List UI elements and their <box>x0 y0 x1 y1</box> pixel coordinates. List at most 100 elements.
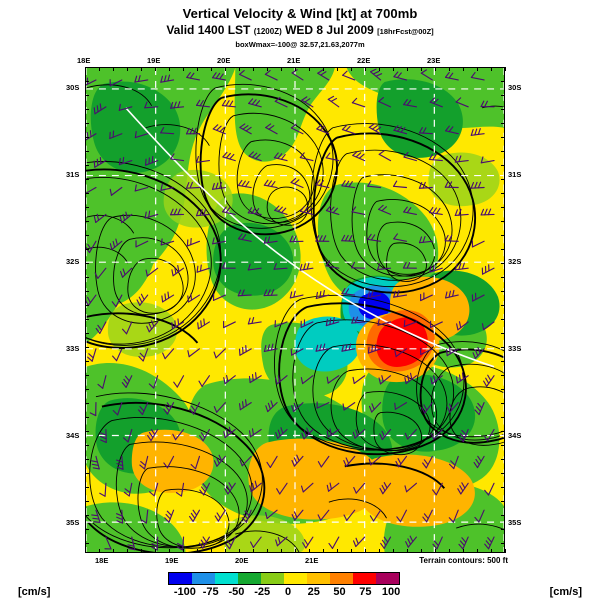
axis-tick-bottom <box>127 549 128 553</box>
axis-label-lat-right-33S: 33S <box>508 344 522 353</box>
wind-barb <box>196 264 210 273</box>
axis-label-lat-left-34S: 34S <box>66 431 80 440</box>
wind-barb <box>99 428 107 444</box>
wind-barb <box>90 455 100 470</box>
wind-barb <box>474 402 485 416</box>
axis-tick-left <box>85 389 89 390</box>
wind-barb <box>186 238 201 247</box>
colorbar-tick-100: 100 <box>381 586 401 598</box>
axis-tick-right <box>501 123 505 124</box>
wind-barb <box>351 206 366 215</box>
wind-barb <box>160 238 175 246</box>
wind-barb <box>291 402 304 413</box>
wind-barb <box>187 293 201 303</box>
wind-barb <box>328 536 340 549</box>
axis-label-lat-right-35S: 35S <box>508 518 522 527</box>
wind-barb <box>119 211 133 224</box>
wind-barb <box>327 95 340 108</box>
wind-barb <box>122 321 133 335</box>
axis-label-lon-bottom-19E: 19E <box>165 556 179 565</box>
wind-barb <box>263 289 278 297</box>
wind-barb <box>325 260 340 269</box>
wind-barb <box>393 290 408 298</box>
axis-tick-bottom <box>379 549 380 553</box>
subtitle-valid-time: Valid 1400 LST <box>166 23 251 37</box>
wind-barb <box>99 482 107 497</box>
axis-label-lon-top-23E: 23E <box>427 56 441 65</box>
wind-barb <box>418 127 433 135</box>
axis-tick-left <box>85 179 89 180</box>
wind-barb <box>140 509 149 524</box>
wind-barb <box>457 482 469 495</box>
axis-tick-left <box>85 473 89 474</box>
colorbar-swatch-1 <box>192 573 215 584</box>
wind-barb <box>418 235 433 244</box>
wind-barb <box>274 205 288 215</box>
wind-barb <box>394 348 408 358</box>
axis-tick-left <box>85 501 89 502</box>
wind-barb <box>343 455 356 467</box>
wind-barb <box>263 236 278 244</box>
wind-barb <box>428 153 443 162</box>
axis-tick-right <box>501 235 505 236</box>
subtitle-utc-time: (1200Z) <box>253 27 282 36</box>
axis-tick-top <box>183 67 184 71</box>
axis-tick-right <box>501 137 505 138</box>
diagonal-line <box>125 107 495 368</box>
wind-barb <box>341 124 356 135</box>
wind-barb <box>290 177 304 189</box>
wind-barb <box>185 181 201 189</box>
wind-barb <box>144 156 159 166</box>
axis-tick-right <box>501 263 505 264</box>
wind-barb <box>325 317 340 327</box>
axis-tick-left <box>85 305 89 306</box>
colorbar-swatch-8 <box>353 573 376 584</box>
axis-tick-bottom <box>267 549 268 553</box>
wind-barb <box>341 234 356 242</box>
wind-barb <box>315 343 330 352</box>
wind-barb <box>197 318 210 330</box>
wind-barb <box>378 97 392 108</box>
wind-barb <box>198 375 210 387</box>
axis-tick-left <box>85 529 89 530</box>
map-plot-area[interactable] <box>85 67 505 553</box>
axis-label-lat-left-31S: 31S <box>66 170 80 179</box>
axis-label-lat-right-31S: 31S <box>508 170 522 179</box>
axis-tick-top <box>225 67 226 71</box>
wind-barb <box>432 536 443 550</box>
axis-tick-top <box>99 67 100 71</box>
colorbar-tick-50: 50 <box>333 586 346 598</box>
axis-label-lat-left-35S: 35S <box>66 518 80 527</box>
axis-tick-left <box>85 151 89 152</box>
axis-label-lon-top-19E: 19E <box>147 56 161 65</box>
wind-barb <box>393 125 408 135</box>
wind-barb <box>238 399 252 411</box>
wind-barb <box>289 290 304 299</box>
wind-barb <box>317 509 330 521</box>
axis-tick-left <box>85 221 89 222</box>
wind-barb <box>224 482 236 495</box>
axis-tick-left <box>85 319 89 320</box>
wind-barb <box>300 319 314 328</box>
wind-barb <box>171 265 185 277</box>
wind-barb <box>289 235 304 243</box>
colorbar-tick--25: -25 <box>254 586 271 598</box>
wind-barb <box>422 455 433 469</box>
colorbar-gradient[interactable] <box>168 572 400 585</box>
axis-tick-left <box>85 235 89 236</box>
axis-tick-left <box>85 487 89 488</box>
wind-barb <box>291 69 304 81</box>
wind-barb <box>394 402 408 410</box>
wind-barb <box>213 402 226 413</box>
wind-barb <box>299 205 314 215</box>
wind-barb <box>213 454 226 467</box>
axis-tick-right <box>501 459 505 460</box>
axis-tick-left <box>85 459 89 460</box>
colorbar[interactable]: [cm/s] [cm/s] -100 -75 -50 -25 0 25 50 75 100 <box>0 570 600 600</box>
axis-tick-top <box>421 67 422 71</box>
wind-barb <box>195 208 210 217</box>
wind-barb <box>111 294 123 308</box>
axis-tick-right <box>501 431 505 432</box>
wind-barb <box>118 156 133 166</box>
wind-barb <box>93 156 107 168</box>
